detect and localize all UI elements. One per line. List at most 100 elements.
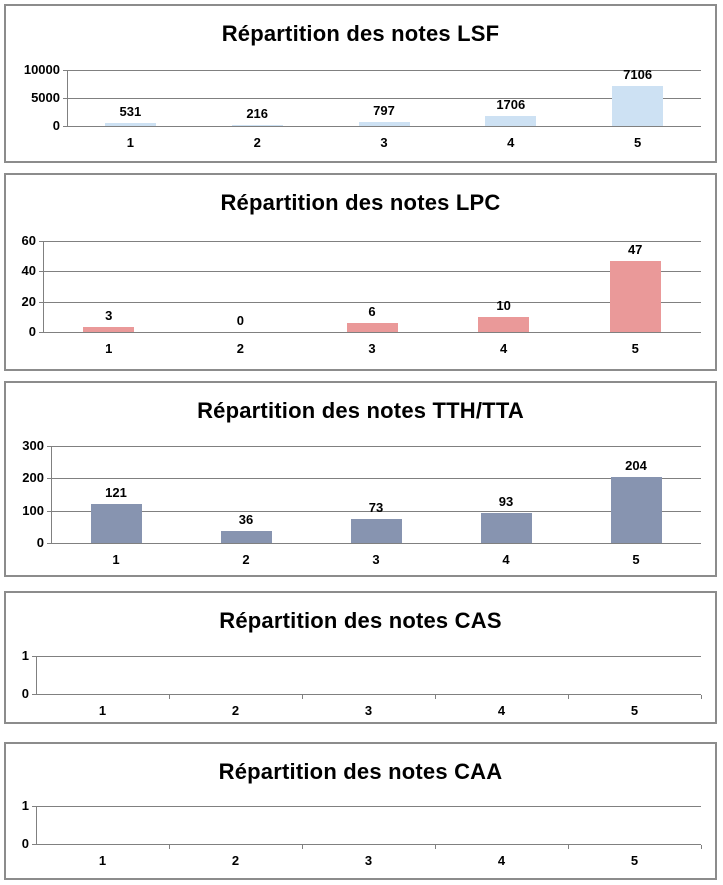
y-axis-tick-label: 40 xyxy=(21,263,36,278)
x-axis-category-label: 1 xyxy=(98,853,107,868)
y-axis-tick xyxy=(32,694,36,695)
y-axis-tick xyxy=(63,70,67,71)
x-axis-category-label: 3 xyxy=(380,135,388,150)
x-axis-category-label: 5 xyxy=(630,703,639,718)
x-axis-tick xyxy=(435,695,436,699)
y-axis-line xyxy=(36,806,37,845)
y-axis-tick xyxy=(39,332,43,333)
plot-area: 0 1 1 2 3 4 5 xyxy=(6,744,715,878)
plot-area: 0 1 1 2 3 4 5 xyxy=(6,593,715,722)
y-axis-tick xyxy=(39,271,43,272)
bar xyxy=(610,477,662,543)
x-axis-category-label: 3 xyxy=(368,341,376,356)
y-axis-tick xyxy=(32,844,36,845)
x-axis-category-label: 5 xyxy=(631,341,639,356)
x-axis-category-label: 4 xyxy=(507,135,515,150)
gridline xyxy=(51,511,701,512)
x-axis-line xyxy=(36,694,701,695)
y-axis-tick-label: 5000 xyxy=(31,90,60,105)
x-axis-category-label: 4 xyxy=(499,341,508,356)
x-axis-category-label: 1 xyxy=(105,341,113,356)
y-axis-tick-label: 10000 xyxy=(23,62,60,77)
chart-panel-caa: Répartition des notes CAA 0 1 1 2 3 4 5 xyxy=(4,742,717,880)
bar xyxy=(485,116,537,126)
y-axis-tick xyxy=(32,806,36,807)
x-axis-category-label: 4 xyxy=(497,703,506,718)
y-axis-tick xyxy=(47,478,51,479)
bar xyxy=(358,121,410,126)
bar xyxy=(480,512,532,543)
y-axis-line xyxy=(67,70,68,127)
y-axis-line xyxy=(51,446,52,544)
gridline xyxy=(43,241,701,242)
bar-value-label: 3 xyxy=(105,308,113,324)
x-axis-category-label: 3 xyxy=(364,703,373,718)
bar xyxy=(104,123,156,126)
y-axis-tick xyxy=(39,302,43,303)
x-axis-category-label: 2 xyxy=(242,552,250,567)
x-axis-tick xyxy=(568,845,569,849)
y-axis-tick-label: 300 xyxy=(22,438,44,453)
y-axis-tick-label: 0 xyxy=(36,535,44,550)
bar-value-label: 93 xyxy=(498,493,514,509)
plot-area: 0 20 40 60 3 0 6 10 47 1 2 3 4 5 xyxy=(6,175,715,369)
x-axis-category-label: 2 xyxy=(231,853,240,868)
bar xyxy=(350,519,402,543)
x-axis-category-label: 5 xyxy=(632,552,640,567)
x-axis-category-label: 3 xyxy=(364,853,373,868)
bar xyxy=(90,503,142,543)
y-axis-tick-label: 0 xyxy=(28,324,36,339)
y-axis-tick xyxy=(63,98,67,99)
x-axis-category-label: 4 xyxy=(497,853,506,868)
bar-value-label: 10 xyxy=(496,297,511,313)
y-axis-tick xyxy=(32,656,36,657)
x-axis-category-label: 3 xyxy=(372,552,380,567)
x-axis-category-label: 2 xyxy=(236,341,244,356)
x-axis-tick xyxy=(701,845,702,849)
x-axis-category-label: 2 xyxy=(231,703,240,718)
y-axis-tick-label: 20 xyxy=(21,294,36,309)
bar-value-label: 121 xyxy=(105,484,127,500)
bar-value-label: 216 xyxy=(246,105,269,121)
x-axis-tick xyxy=(701,695,702,699)
bar xyxy=(220,531,272,543)
bar xyxy=(609,260,661,332)
x-axis-tick xyxy=(568,695,569,699)
y-axis-tick xyxy=(47,511,51,512)
x-axis-tick xyxy=(302,845,303,849)
chart-title: Répartition des notes TTH/TTA xyxy=(197,398,524,423)
y-axis-tick xyxy=(63,126,67,127)
y-axis-tick-label: 200 xyxy=(22,470,44,485)
gridline xyxy=(36,806,701,807)
gridline xyxy=(43,302,701,303)
chart-panel-tth-tta: Répartition des notes TTH/TTA 0 100 200 300… xyxy=(4,381,717,577)
bar xyxy=(231,124,283,126)
x-axis-line xyxy=(43,332,701,333)
y-axis-tick-label: 1 xyxy=(21,798,29,813)
chart-title: Répartition des notes LSF xyxy=(221,21,500,46)
chart-panel-lpc: Répartition des notes LPC 0 20 40 60 3 0 6 10 47… xyxy=(4,173,717,371)
y-axis-line xyxy=(36,656,37,695)
y-axis-tick-label: 100 xyxy=(22,503,44,518)
bar-value-label: 6 xyxy=(368,303,376,319)
plot-area: 0 5000 10000 531 216 797 1706 7106 1 2 3 4 5 xyxy=(6,6,715,161)
bar-value-label: 0 xyxy=(236,313,244,328)
x-axis-tick xyxy=(435,845,436,849)
x-axis-line xyxy=(67,126,701,127)
gridline xyxy=(67,98,701,99)
y-axis-tick-label: 0 xyxy=(52,118,60,133)
bar-value-label: 531 xyxy=(119,104,142,120)
x-axis-tick xyxy=(169,695,170,699)
gridline xyxy=(36,656,701,657)
plot-area: 0 100 200 300 121 36 73 93 204 1 2 3 4 5 xyxy=(6,383,715,575)
y-axis-line xyxy=(43,241,44,333)
bar-value-label: 204 xyxy=(625,458,647,474)
x-axis-category-label: 5 xyxy=(630,853,639,868)
y-axis-tick-label: 0 xyxy=(21,836,29,851)
x-axis-line xyxy=(51,543,701,544)
chart-panel-lsf: Répartition des notes LSF 0 5000 10000 531 2… xyxy=(4,4,717,163)
gridline xyxy=(51,478,701,479)
bar-value-label: 7106 xyxy=(623,67,653,83)
y-axis-tick xyxy=(47,543,51,544)
